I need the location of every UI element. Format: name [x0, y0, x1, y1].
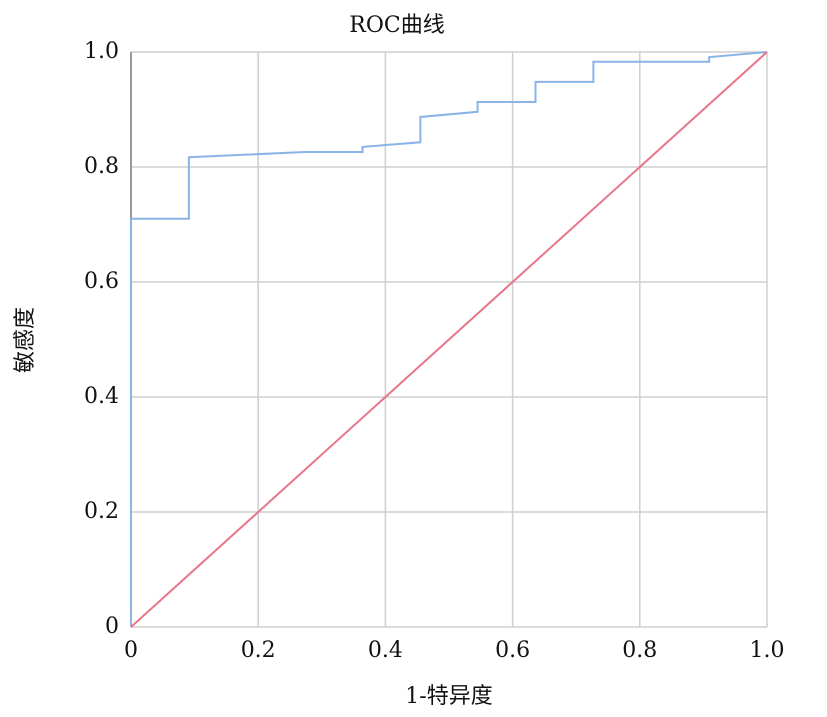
x-tick-label: 1.0 — [750, 638, 785, 663]
y-axis-label: 敏感度 — [13, 307, 38, 373]
y-tick-label: 0.2 — [84, 499, 119, 524]
x-tick-label: 0.4 — [368, 638, 403, 663]
chart-title: ROC曲线 — [349, 13, 444, 38]
y-tick-label: 0.6 — [84, 269, 119, 294]
x-tick-label: 0.8 — [622, 638, 657, 663]
x-tick-label: 0 — [124, 638, 138, 663]
line-series — [130, 51, 768, 627]
line-series — [130, 51, 768, 628]
y-tick-label: 0 — [105, 614, 119, 639]
x-tick-label: 0.6 — [495, 638, 530, 663]
y-tick-label: 1.0 — [84, 39, 119, 64]
x-tick-label: 0.2 — [241, 638, 276, 663]
x-axis-label: 1-特异度 — [405, 684, 492, 709]
y-tick-label: 0.4 — [84, 384, 119, 409]
y-tick-label: 0.8 — [84, 154, 119, 179]
